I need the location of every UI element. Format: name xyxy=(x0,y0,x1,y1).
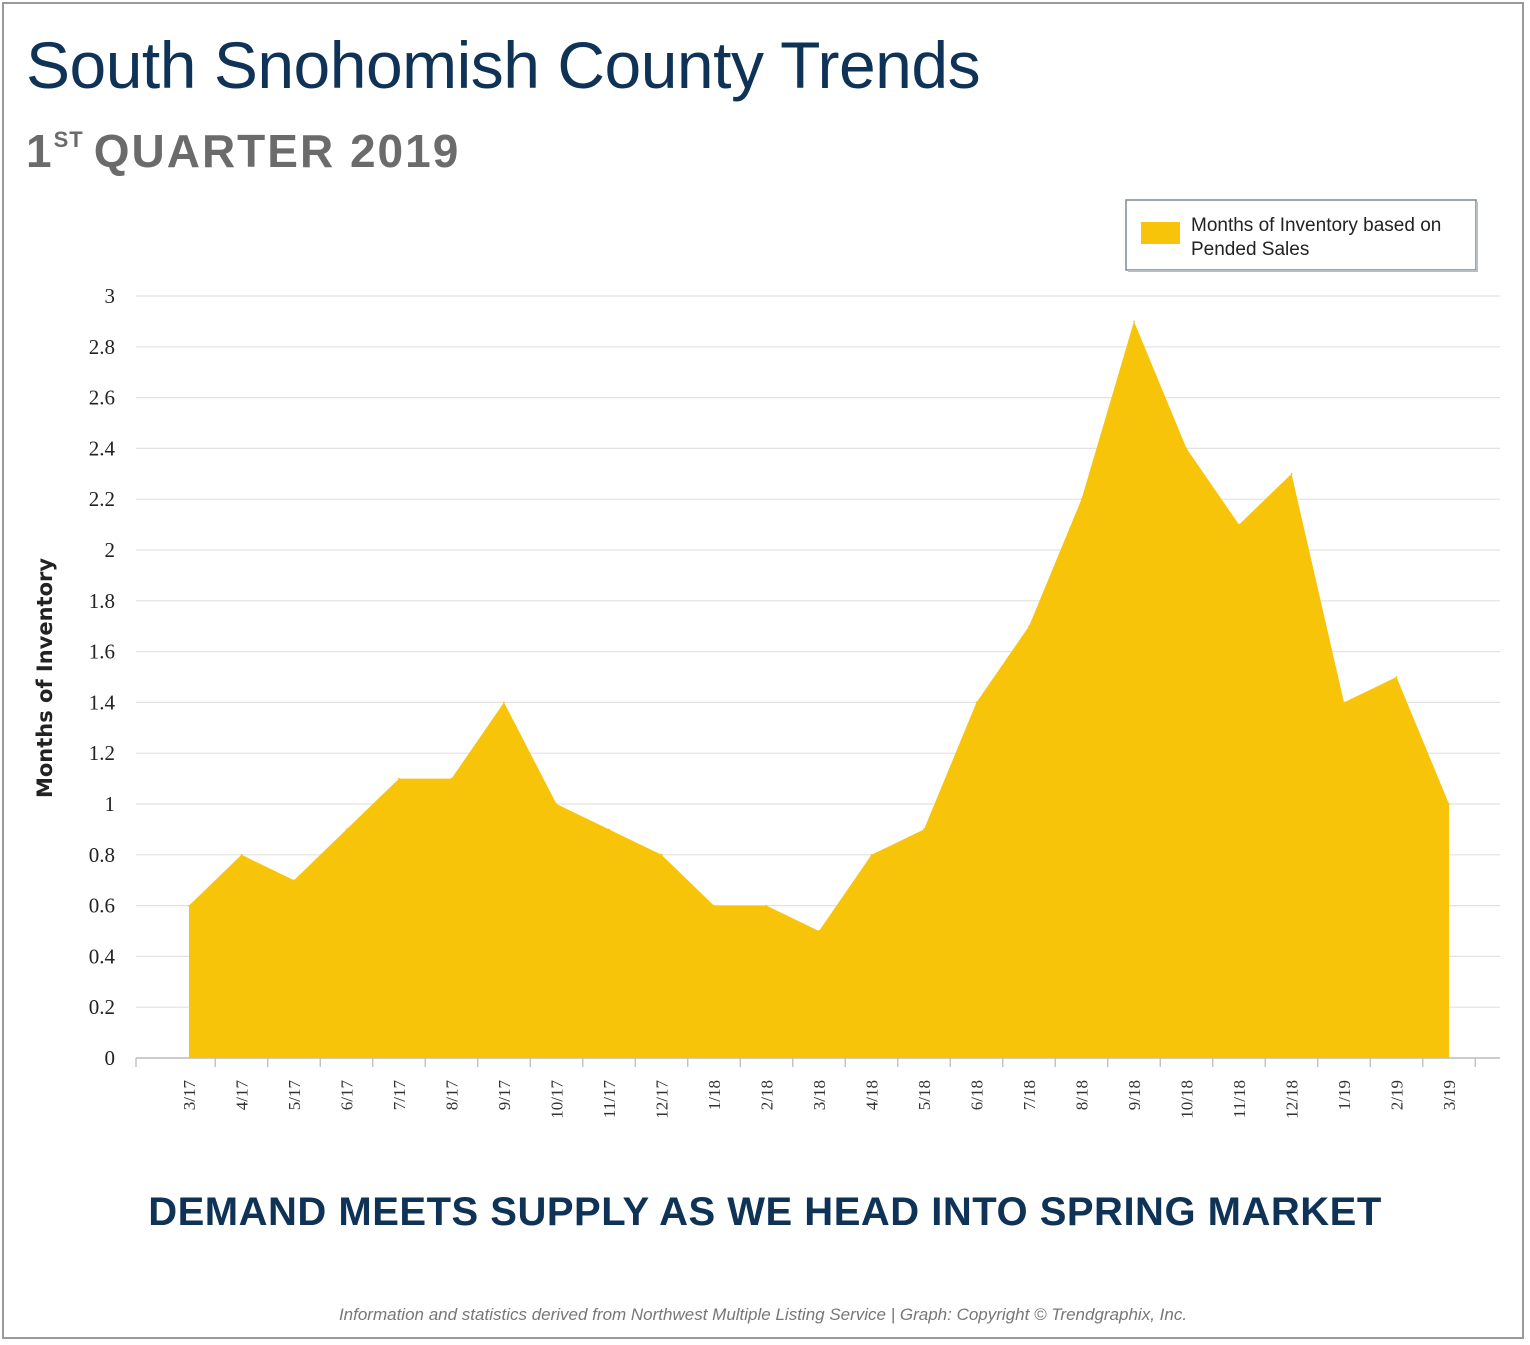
data-point xyxy=(1395,676,1398,678)
data-point xyxy=(975,701,978,704)
data-point xyxy=(555,803,558,805)
data-point xyxy=(1028,625,1030,628)
x-tick-label: 10/17 xyxy=(548,1080,567,1119)
data-point xyxy=(1185,447,1188,450)
legend: Months of Inventory based on Pended Sale… xyxy=(1125,199,1478,272)
data-point xyxy=(818,930,820,932)
x-tick-label: 4/17 xyxy=(233,1080,252,1111)
legend-label: Months of Inventory based on Pended Sale… xyxy=(1191,215,1447,260)
x-tick-label: 1/19 xyxy=(1335,1080,1354,1110)
x-tick-label: 2/19 xyxy=(1388,1080,1407,1110)
y-tick-label: 1.2 xyxy=(89,741,115,765)
y-tick-label: 0.2 xyxy=(89,995,115,1019)
x-tick-label: 9/18 xyxy=(1125,1080,1144,1110)
data-point xyxy=(713,904,715,907)
data-point xyxy=(608,828,610,831)
data-point xyxy=(503,701,505,704)
x-tick-label: 10/18 xyxy=(1178,1080,1197,1119)
x-tick-label: 3/17 xyxy=(180,1080,199,1111)
y-tick-label: 2.4 xyxy=(89,436,116,460)
y-tick-label: 0.8 xyxy=(89,843,115,867)
y-tick-label: 2.8 xyxy=(89,335,115,359)
x-tick-label: 11/17 xyxy=(600,1080,619,1119)
y-tick-label: 2.6 xyxy=(89,386,115,410)
y-tick-labels: 0 0.2 0.4 0.6 0.8 1 1.2 1.4 1.6 1.8 2 2.2 2.4 2.6 2.8 3 xyxy=(89,284,116,1070)
data-point xyxy=(1133,320,1135,323)
y-tick-label: 1 xyxy=(105,792,116,816)
legend-shadow-right xyxy=(1476,202,1478,272)
y-tick-label: 0.4 xyxy=(89,944,116,968)
x-tick-label: 12/17 xyxy=(653,1080,672,1119)
x-tick-label: 9/17 xyxy=(495,1080,514,1111)
y-tick-label: 1.8 xyxy=(89,589,115,613)
y-tick-label: 2 xyxy=(105,538,116,562)
data-point xyxy=(1448,803,1450,805)
area-series xyxy=(188,320,1450,1058)
subtitle-rest: QUARTER 2019 xyxy=(93,125,461,177)
legend-swatch xyxy=(1141,222,1180,244)
headline: DEMAND MEETS SUPPLY AS WE HEAD INTO SPRI… xyxy=(148,1190,1382,1234)
x-tick-label: 7/18 xyxy=(1020,1080,1039,1110)
legend-shadow-bottom xyxy=(1128,270,1478,272)
data-point xyxy=(450,777,453,780)
legend-label-line-2: Pended Sales xyxy=(1191,239,1309,260)
x-tick-label: 8/17 xyxy=(443,1080,462,1111)
x-tick-labels: 3/17 4/17 5/17 6/17 7/17 8/17 9/17 10/17 11/17 12… xyxy=(180,1080,1459,1119)
y-tick-label: 0 xyxy=(105,1046,116,1070)
data-point xyxy=(398,777,400,780)
footer-credit: Information and statistics derived from … xyxy=(338,1305,1188,1324)
x-tick-label: 8/18 xyxy=(1073,1080,1092,1110)
y-tick-label: 0.6 xyxy=(89,894,115,918)
data-point xyxy=(240,853,243,856)
data-point xyxy=(923,828,925,831)
data-point xyxy=(1343,701,1345,704)
x-tick-label: 2/18 xyxy=(758,1080,777,1110)
y-tick-label: 1.6 xyxy=(89,640,115,664)
subtitle-number: 1 xyxy=(26,125,54,177)
data-point xyxy=(660,853,663,856)
x-tick-label: 6/18 xyxy=(968,1080,987,1110)
page-subtitle: 1ST QUARTER 2019 xyxy=(26,128,460,174)
x-tick-label: 5/17 xyxy=(285,1080,304,1111)
y-tick-label: 1.4 xyxy=(89,690,116,714)
legend-box xyxy=(1125,199,1477,271)
x-tick-label: 12/18 xyxy=(1283,1080,1302,1119)
page-title: South Snohomish County Trends xyxy=(26,28,981,102)
y-tick-label: 2.2 xyxy=(89,487,115,511)
x-tick-label: 5/18 xyxy=(915,1080,934,1110)
x-tick-label: 7/17 xyxy=(390,1080,409,1111)
x-tick-label: 3/19 xyxy=(1440,1080,1459,1110)
x-tick-label: 6/17 xyxy=(338,1080,357,1111)
x-tick-label: 1/18 xyxy=(705,1080,724,1110)
data-point xyxy=(1080,498,1083,501)
series-area xyxy=(189,321,1449,1058)
x-tick-label: 11/18 xyxy=(1230,1080,1249,1118)
data-point xyxy=(870,853,873,856)
legend-label-line-1: Months of Inventory based on xyxy=(1191,215,1441,236)
y-tick-label: 3 xyxy=(105,284,116,308)
x-tick-label: 4/18 xyxy=(863,1080,882,1110)
subtitle-ordinal: ST xyxy=(53,127,84,152)
data-point xyxy=(765,904,768,907)
data-point xyxy=(1290,472,1293,475)
data-point xyxy=(1238,523,1240,526)
axes xyxy=(135,1057,1500,1067)
data-point xyxy=(345,828,348,831)
data-point xyxy=(293,879,295,882)
x-tick-label: 3/18 xyxy=(810,1080,829,1110)
y-axis-label: Months of Inventory xyxy=(33,558,57,798)
data-point xyxy=(188,904,190,907)
